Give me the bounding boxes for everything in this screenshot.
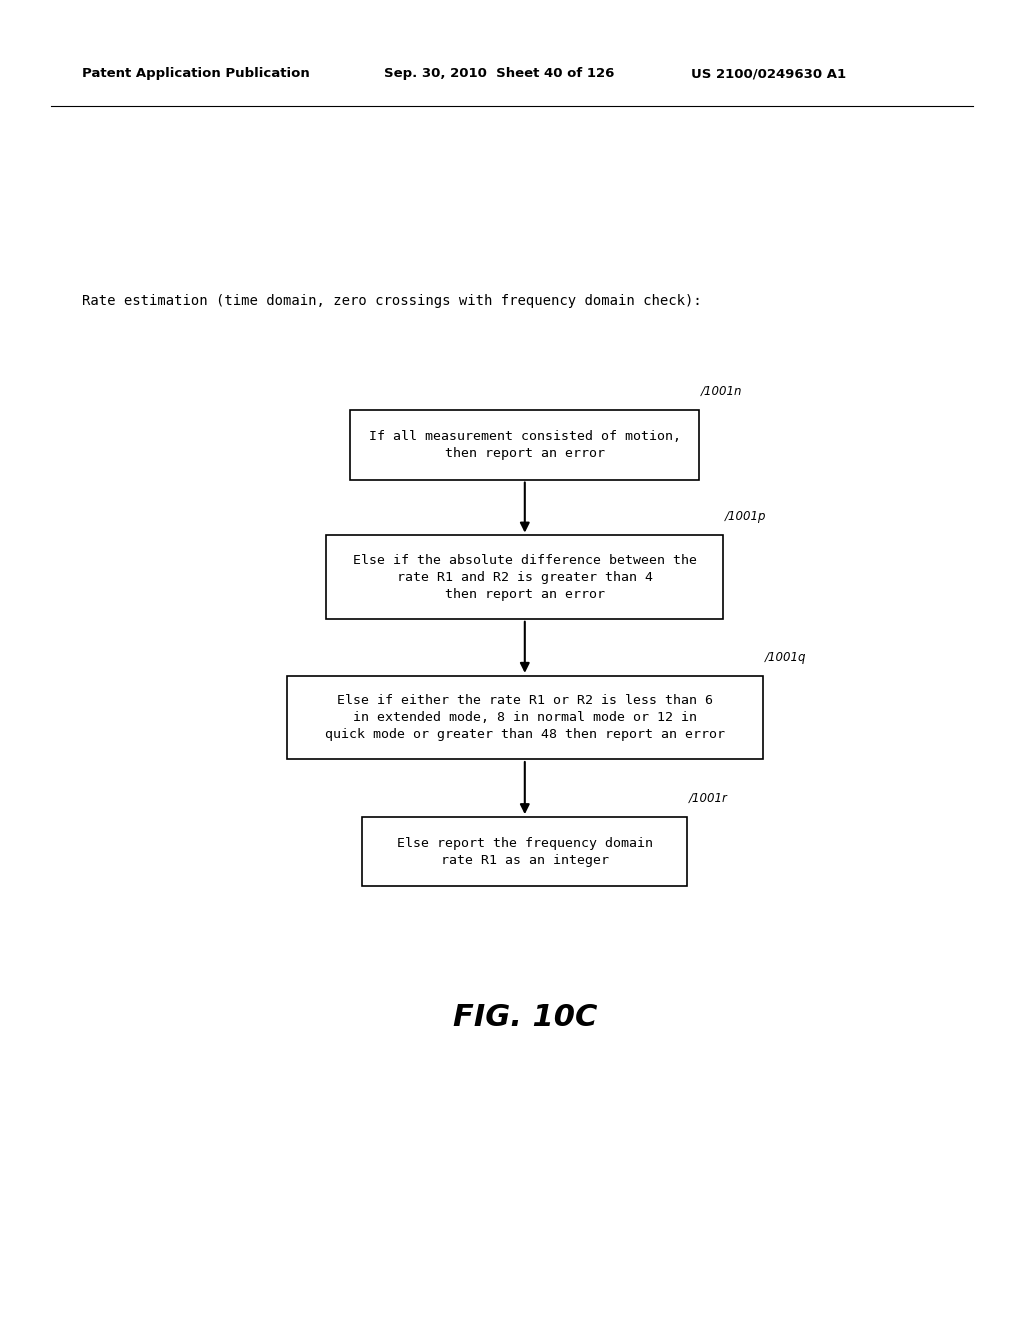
FancyBboxPatch shape [327,536,723,619]
Text: Patent Application Publication: Patent Application Publication [82,67,309,81]
Text: Else report the frequency domain
rate R1 as an integer: Else report the frequency domain rate R1… [396,837,653,867]
Text: If all measurement consisted of motion,
then report an error: If all measurement consisted of motion, … [369,430,681,461]
Text: ∕1001r: ∕1001r [689,792,728,805]
FancyBboxPatch shape [287,676,763,759]
Text: Sep. 30, 2010  Sheet 40 of 126: Sep. 30, 2010 Sheet 40 of 126 [384,67,614,81]
Text: ∕1001n: ∕1001n [701,385,742,399]
Text: ∕1001p: ∕1001p [725,511,766,523]
Text: Rate estimation (time domain, zero crossings with frequency domain check):: Rate estimation (time domain, zero cross… [82,294,701,309]
Text: FIG. 10C: FIG. 10C [453,1003,597,1032]
FancyBboxPatch shape [350,411,699,479]
FancyBboxPatch shape [362,817,687,886]
Text: Else if either the rate R1 or R2 is less than 6
in extended mode, 8 in normal mo: Else if either the rate R1 or R2 is less… [325,694,725,741]
Text: Else if the absolute difference between the
rate R1 and R2 is greater than 4
the: Else if the absolute difference between … [353,553,696,601]
Text: ∕1001q: ∕1001q [765,651,806,664]
Text: US 2100/0249630 A1: US 2100/0249630 A1 [691,67,846,81]
